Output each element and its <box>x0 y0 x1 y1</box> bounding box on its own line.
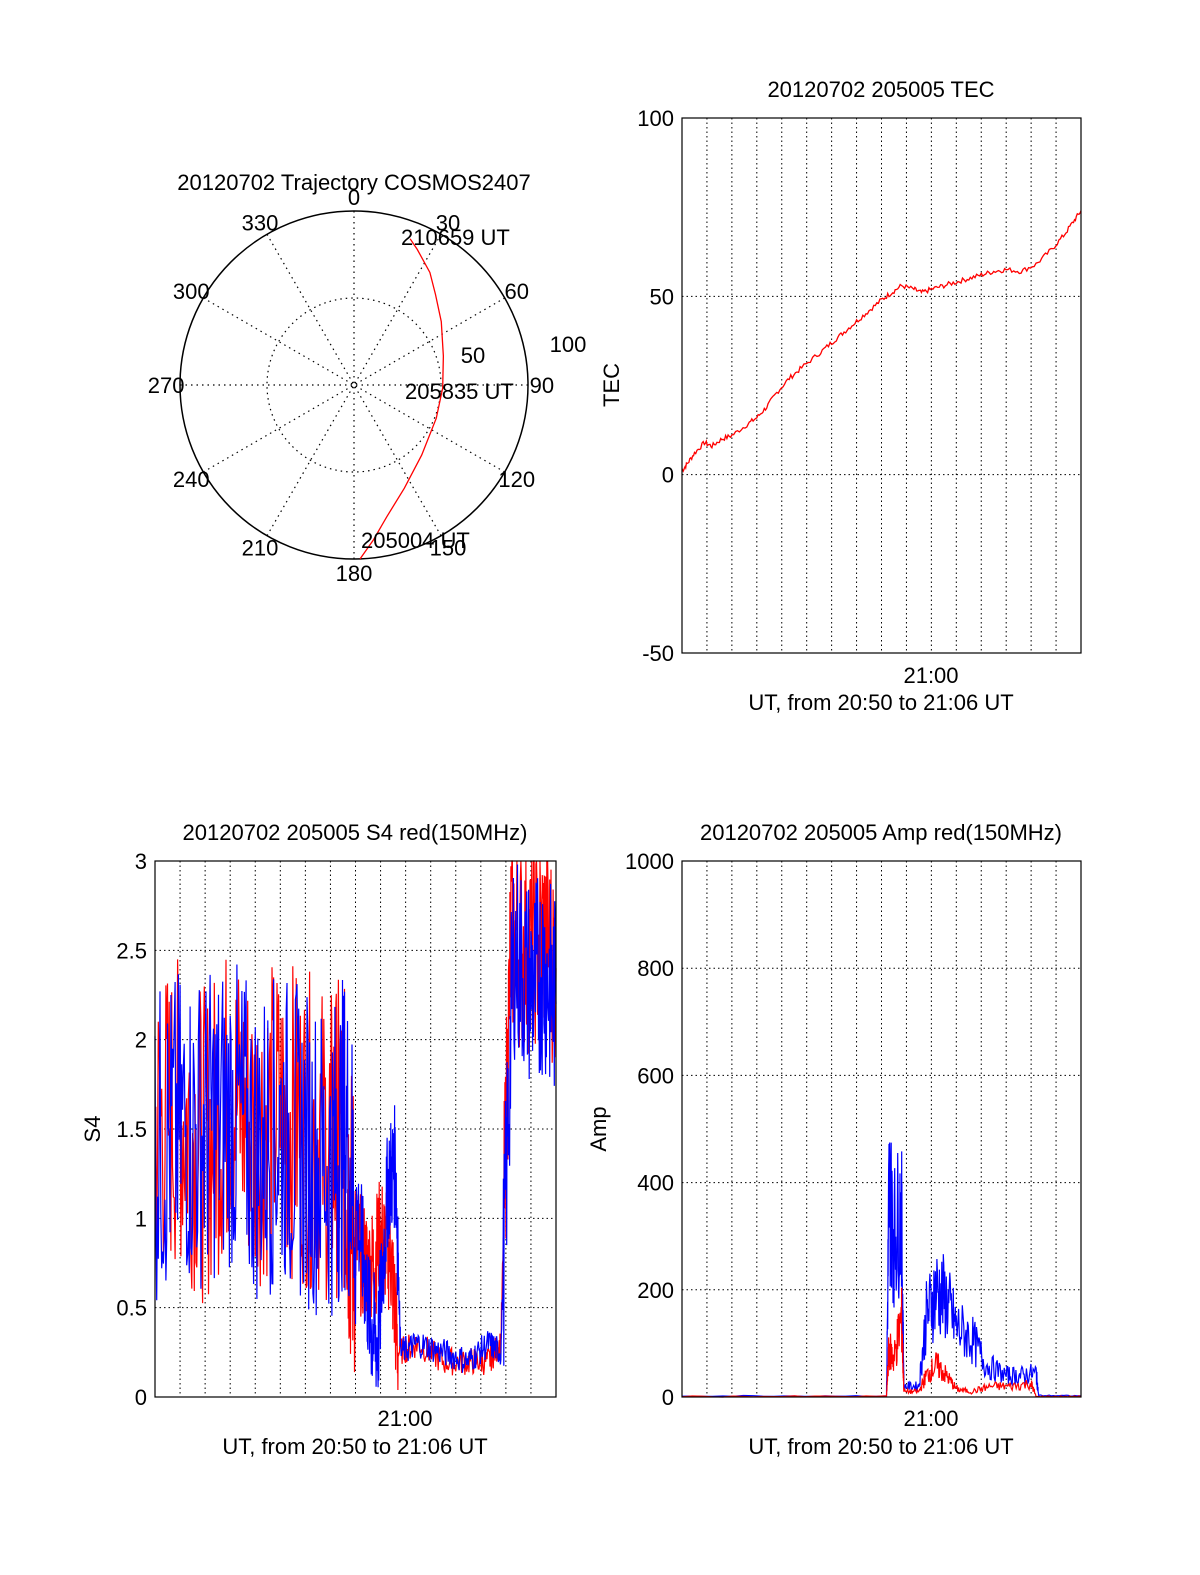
tec-xlabel: UT, from 20:50 to 21:06 UT <box>748 690 1013 715</box>
trajectory-line <box>359 238 445 560</box>
amp-blue-series-line <box>681 1142 1082 1398</box>
polar-ring-50 <box>266 297 442 473</box>
polar-azimuth-labels: 0 30 60 90 120 150 180 210 240 270 300 330 <box>148 185 554 586</box>
amp-y-tick-label: 600 <box>637 1063 674 1088</box>
polar-azimuth-label-30: 30 <box>436 210 460 235</box>
polar-azimuth-label-90: 90 <box>530 373 554 398</box>
tec-x-tick-label: 21:00 <box>903 663 958 688</box>
amp-plot-frame <box>681 860 1082 1398</box>
polar-azimuth-label-180: 180 <box>336 561 373 586</box>
trajectory-end-label: 210659 UT <box>401 225 510 250</box>
polar-grid <box>180 211 528 559</box>
amp-grid <box>682 861 1081 1397</box>
s4-xlabel: UT, from 20:50 to 21:06 UT <box>222 1434 487 1459</box>
tec-y-tick-label: 100 <box>637 106 674 131</box>
amp-x-tick-label: 21:00 <box>903 1406 958 1431</box>
s4-grid <box>155 861 556 1397</box>
tec-ylabel: TEC <box>599 363 624 407</box>
s4-y-ticks: 3 2.5 2 1.5 1 0.5 0 <box>116 849 147 1410</box>
polar-title: 20120702 Trajectory COSMOS2407 <box>177 170 530 195</box>
amp-red-series-line <box>681 1287 1082 1398</box>
polar-azimuth-label-120: 120 <box>498 467 535 492</box>
s4-y-tick-label: 0.5 <box>116 1296 147 1321</box>
s4-y-tick-label: 1 <box>135 1206 147 1231</box>
s4-y-tick-label: 1.5 <box>116 1117 147 1142</box>
s4-y-tick-label: 2 <box>135 1028 147 1053</box>
s4-plot-frame <box>154 860 557 1398</box>
trajectory-mid-label: 205835 UT <box>405 379 514 404</box>
tec-plot-frame <box>681 117 1082 654</box>
tec-series-line <box>681 210 1082 473</box>
s4-panel: 20120702 205005 S4 red(150MHz) 3 2.5 2 1.5 1… <box>80 820 557 1459</box>
polar-azimuth-label-60: 60 <box>505 279 529 304</box>
amp-y-tick-label: 200 <box>637 1278 674 1303</box>
amp-y-tick-label: 400 <box>637 1171 674 1196</box>
tec-title: 20120702 205005 TEC <box>767 77 994 102</box>
amp-title: 20120702 205005 Amp red(150MHz) <box>700 820 1062 845</box>
polar-panel: 20120702 Trajectory COSMOS2407 0 30 60 90 12… <box>148 170 587 586</box>
amp-panel: 20120702 205005 Amp red(150MHz) 1000 800 6… <box>586 820 1082 1459</box>
polar-radial-label-100: 100 <box>550 332 587 357</box>
amp-y-ticks: 1000 800 600 400 200 0 <box>625 849 674 1410</box>
s4-ylabel: S4 <box>80 1116 105 1143</box>
s4-blue-series-line <box>154 864 557 1388</box>
amp-ylabel: Amp <box>586 1106 611 1151</box>
polar-azimuth-label-210: 210 <box>242 536 279 561</box>
tec-y-tick-label: -50 <box>642 641 674 666</box>
amp-y-tick-label: 800 <box>637 956 674 981</box>
amp-y-tick-label: 1000 <box>625 849 674 874</box>
polar-outer-circle <box>179 210 529 560</box>
polar-azimuth-label-330: 330 <box>242 210 279 235</box>
polar-azimuth-label-0: 0 <box>348 185 360 210</box>
tec-y-ticks: 100 50 0 -50 <box>637 106 674 666</box>
amp-y-tick-label: 0 <box>662 1385 674 1410</box>
amp-xlabel: UT, from 20:50 to 21:06 UT <box>748 1434 1013 1459</box>
s4-y-tick-label: 3 <box>135 849 147 874</box>
trajectory-start-label: 205004 UT <box>361 528 470 553</box>
tec-y-tick-label: 0 <box>662 463 674 488</box>
polar-azimuth-label-270: 270 <box>148 373 185 398</box>
polar-azimuth-label-240: 240 <box>173 467 210 492</box>
polar-radial-label-50: 50 <box>461 343 485 368</box>
tec-grid <box>682 118 1081 653</box>
s4-y-tick-label: 2.5 <box>116 938 147 963</box>
s4-title: 20120702 205005 S4 red(150MHz) <box>183 820 528 845</box>
polar-azimuth-label-300: 300 <box>173 279 210 304</box>
tec-y-tick-label: 50 <box>650 284 674 309</box>
polar-azimuth-label-150: 150 <box>430 536 467 561</box>
s4-y-tick-label: 0 <box>135 1385 147 1410</box>
s4-x-tick-label: 21:00 <box>377 1406 432 1431</box>
